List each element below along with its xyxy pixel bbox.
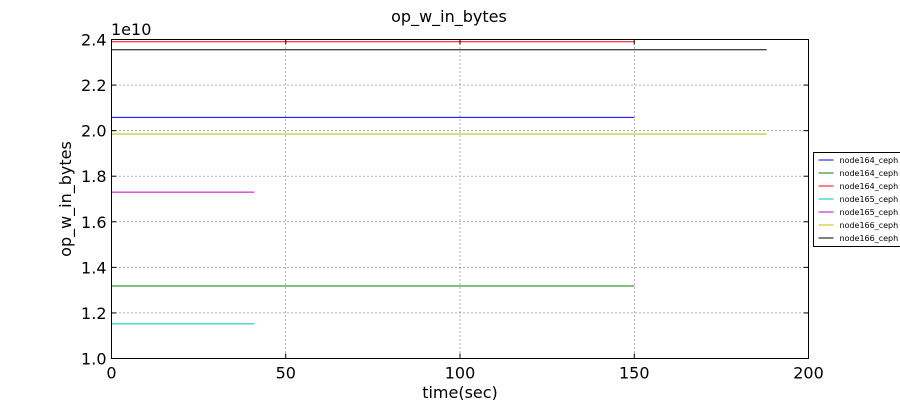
plot-frame — [111, 39, 809, 359]
x-tick-label: 200 — [793, 364, 824, 383]
x-tick-label: 150 — [619, 364, 650, 383]
y-tick-label: 1.6 — [81, 213, 106, 232]
y-tick-label: 1.4 — [81, 258, 106, 277]
y-tick-label: 1.8 — [81, 167, 106, 186]
y-tick-label: 1.0 — [81, 350, 106, 369]
legend-entry: node166_ceph — [840, 221, 899, 230]
y-tick-label: 2.0 — [81, 122, 106, 141]
legend-entry: node164_ceph — [840, 169, 899, 178]
x-tick-label: 50 — [276, 364, 296, 383]
x-axis-label: time(sec) — [422, 383, 498, 400]
legend-entry: node164_ceph — [840, 156, 899, 165]
legend-entry: node164_ceph — [840, 182, 899, 191]
x-tick-label: 0 — [106, 364, 116, 383]
x-tick-label: 100 — [445, 364, 476, 383]
series-lines — [111, 41, 767, 325]
chart-title: op_w_in_bytes — [391, 7, 507, 27]
legend-entry: node165_ceph — [840, 208, 899, 217]
y-tick-label: 2.2 — [81, 76, 106, 95]
y-axis-multiplier: 1e10 — [111, 20, 151, 39]
axis-ticks: 0 50 100 150 200 1.0 1.2 1.4 1.6 1.8 2.0 2.2 2.4 — [81, 31, 824, 383]
y-tick-label: 1.2 — [81, 304, 106, 323]
grid — [111, 39, 809, 359]
legend: node164_ceph node164_ceph node164_cephnode… — [813, 152, 900, 247]
y-axis-label: op_w_in_bytes — [56, 141, 76, 257]
y-tick-label: 2.4 — [81, 31, 106, 50]
legend-entry: node166_ceph — [840, 234, 899, 243]
legend-entry: node165_ceph — [840, 195, 899, 204]
